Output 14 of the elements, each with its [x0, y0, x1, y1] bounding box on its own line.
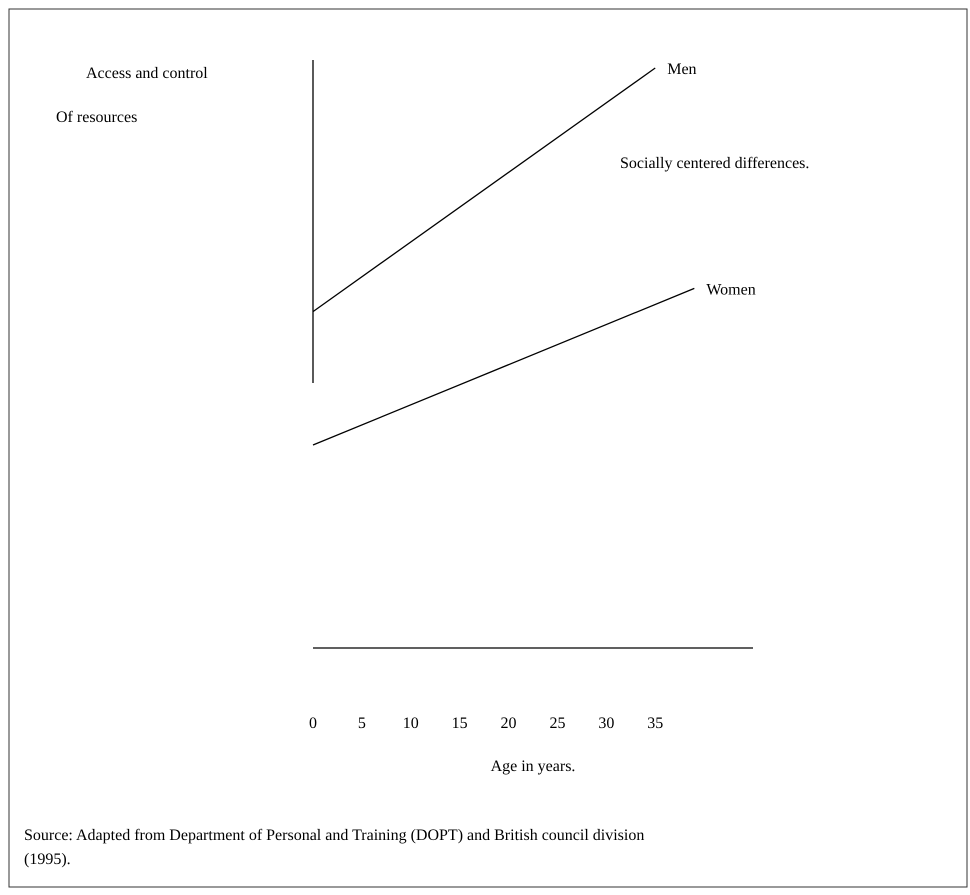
x-tick-label: 25 [549, 715, 566, 732]
x-tick-label: 15 [452, 715, 468, 732]
x-tick-label: 35 [647, 715, 664, 732]
text: Access and control Of resources [56, 65, 208, 126]
x-tick-label: 10 [402, 715, 419, 732]
annotation: Socially centered differences. [620, 155, 810, 172]
source-note: Source: Adapted from Department of Personal and Training (DOPT) and British council division (1995). [24, 827, 644, 868]
x-tick-label: 20 [500, 715, 517, 732]
x-axis-title: Age in years. [490, 758, 576, 775]
x-tick-label: 5 [358, 715, 366, 732]
x-tick-label: 0 [309, 715, 317, 732]
series-label: Women [706, 281, 756, 298]
series-label: Men [667, 61, 697, 78]
x-tick-label: 30 [598, 715, 614, 732]
